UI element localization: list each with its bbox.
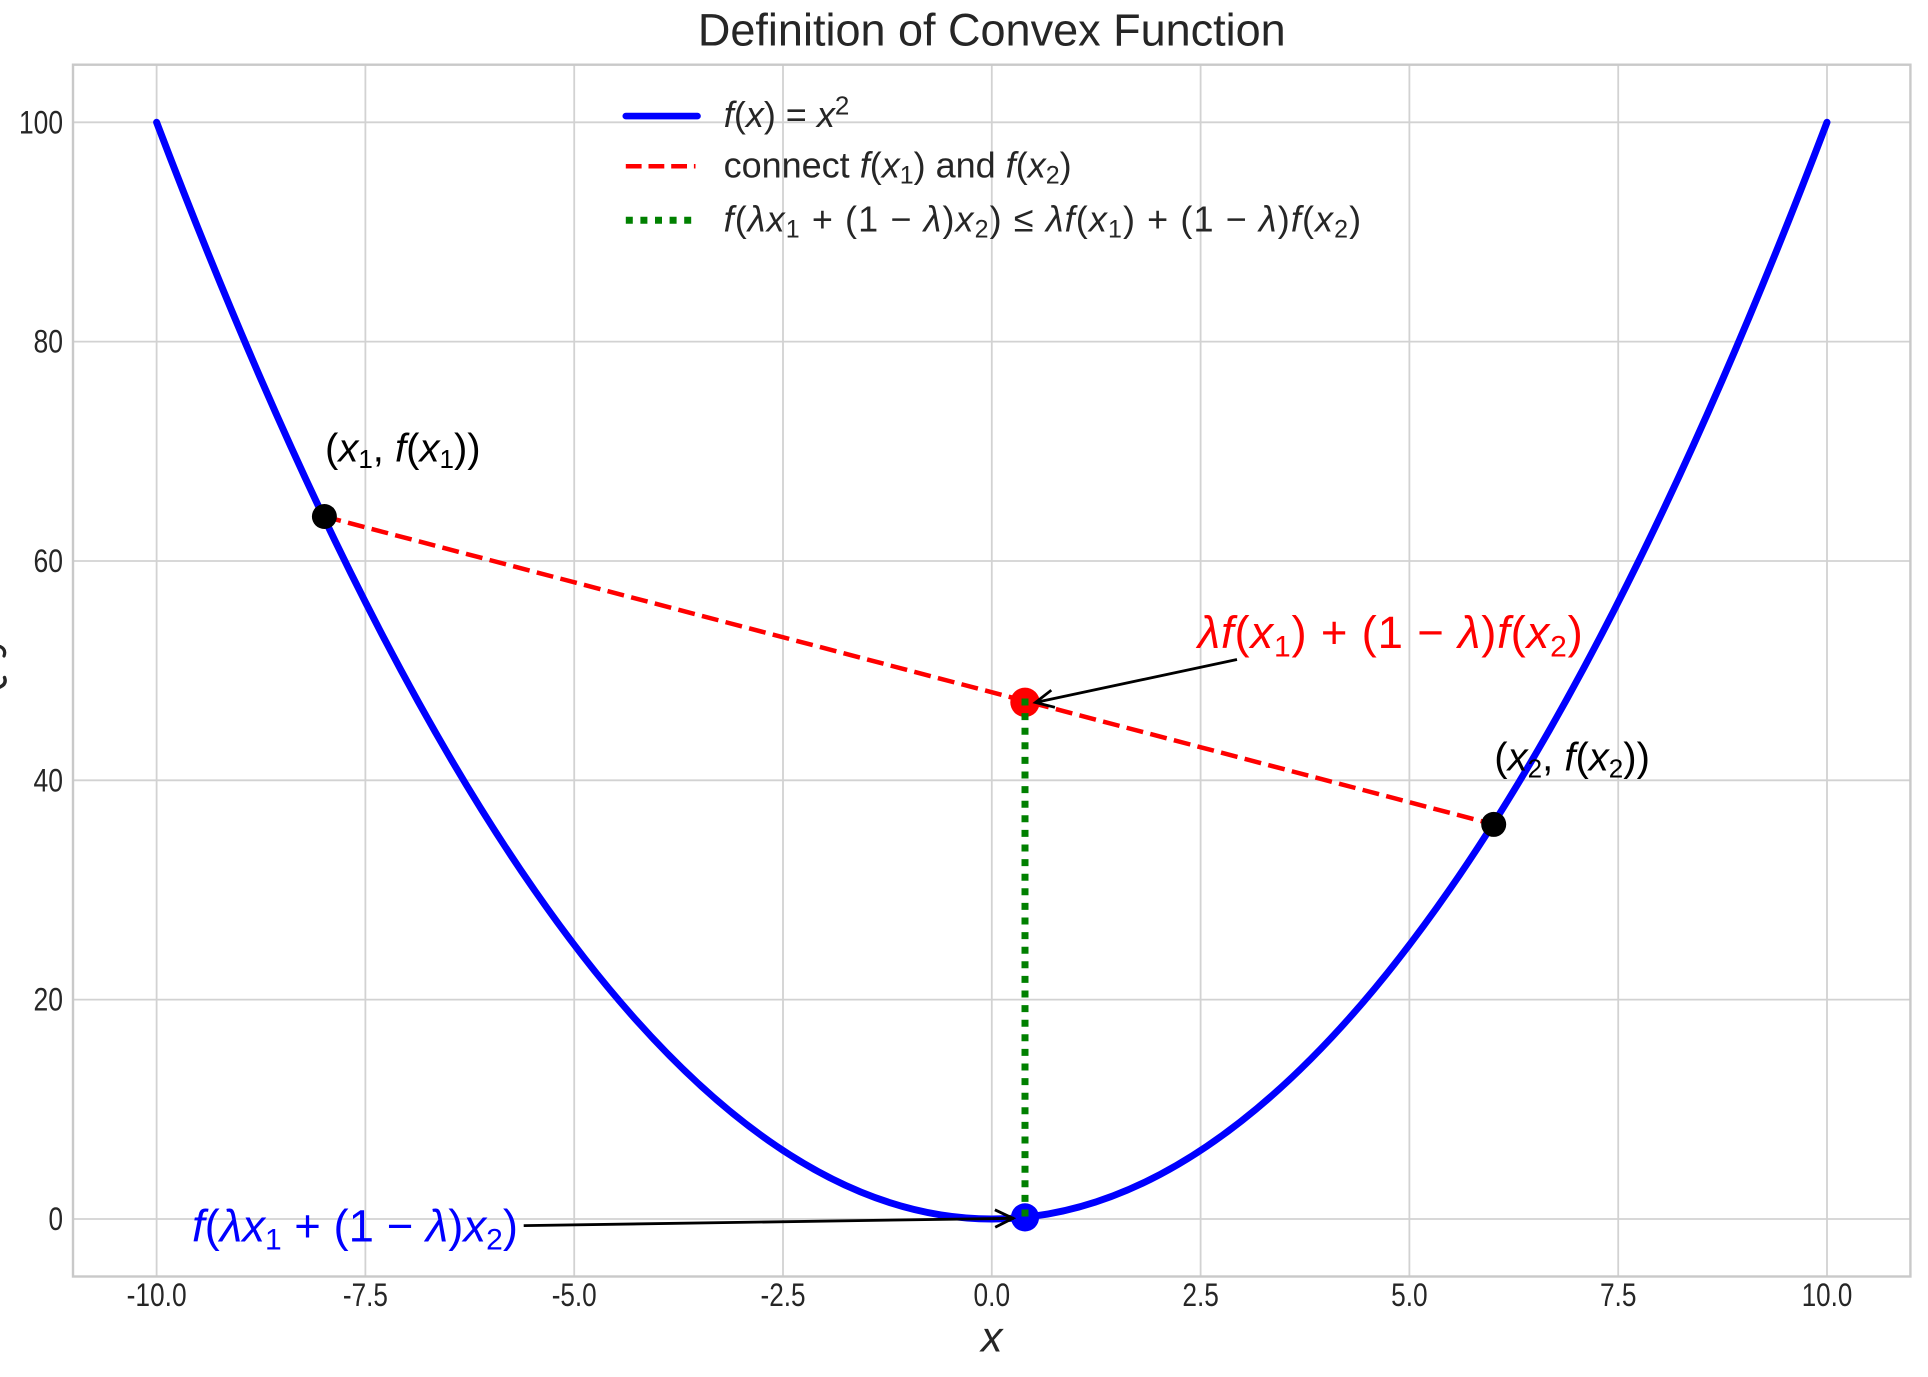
svg-text:x: x [979, 1314, 1004, 1362]
svg-text:(x2, f(x2)): (x2, f(x2)) [1494, 736, 1650, 784]
svg-text:λf(x1) + (1 − λ)f(x2): λf(x1) + (1 − λ)f(x2) [1195, 607, 1584, 663]
svg-text:f(λx1 + (1 − λ)x2): f(λx1 + (1 − λ)x2) [192, 1200, 518, 1256]
svg-text:80: 80 [34, 324, 64, 360]
svg-text:20: 20 [34, 982, 64, 1018]
svg-text:(x1, f(x1)): (x1, f(x1)) [325, 427, 481, 475]
svg-text:Definition of Convex Function: Definition of Convex Function [698, 5, 1286, 56]
svg-text:-2.5: -2.5 [761, 1277, 806, 1313]
svg-text:5.0: 5.0 [1391, 1277, 1428, 1313]
svg-text:100: 100 [19, 104, 63, 140]
svg-text:-5.0: -5.0 [552, 1277, 597, 1313]
svg-text:40: 40 [34, 762, 64, 798]
svg-text:-7.5: -7.5 [343, 1277, 388, 1313]
svg-text:7.5: 7.5 [1600, 1277, 1637, 1313]
svg-text:10.0: 10.0 [1802, 1277, 1853, 1313]
svg-text:2.5: 2.5 [1182, 1277, 1219, 1313]
svg-text:-10.0: -10.0 [127, 1277, 187, 1313]
svg-text:f(x) = x2: f(x) = x2 [724, 91, 850, 135]
svg-text:0.0: 0.0 [974, 1277, 1011, 1313]
svg-text:0: 0 [49, 1201, 64, 1237]
svg-text:connect f(x1) and f(x2): connect f(x1) and f(x2) [724, 144, 1072, 189]
svg-text:60: 60 [34, 543, 64, 579]
svg-text:f(λx1 + (1 − λ)x2) ≤ λf(x1) +: f(λx1 + (1 − λ)x2) ≤ λf(x1) + (1 − λ)f(x… [724, 199, 1363, 244]
